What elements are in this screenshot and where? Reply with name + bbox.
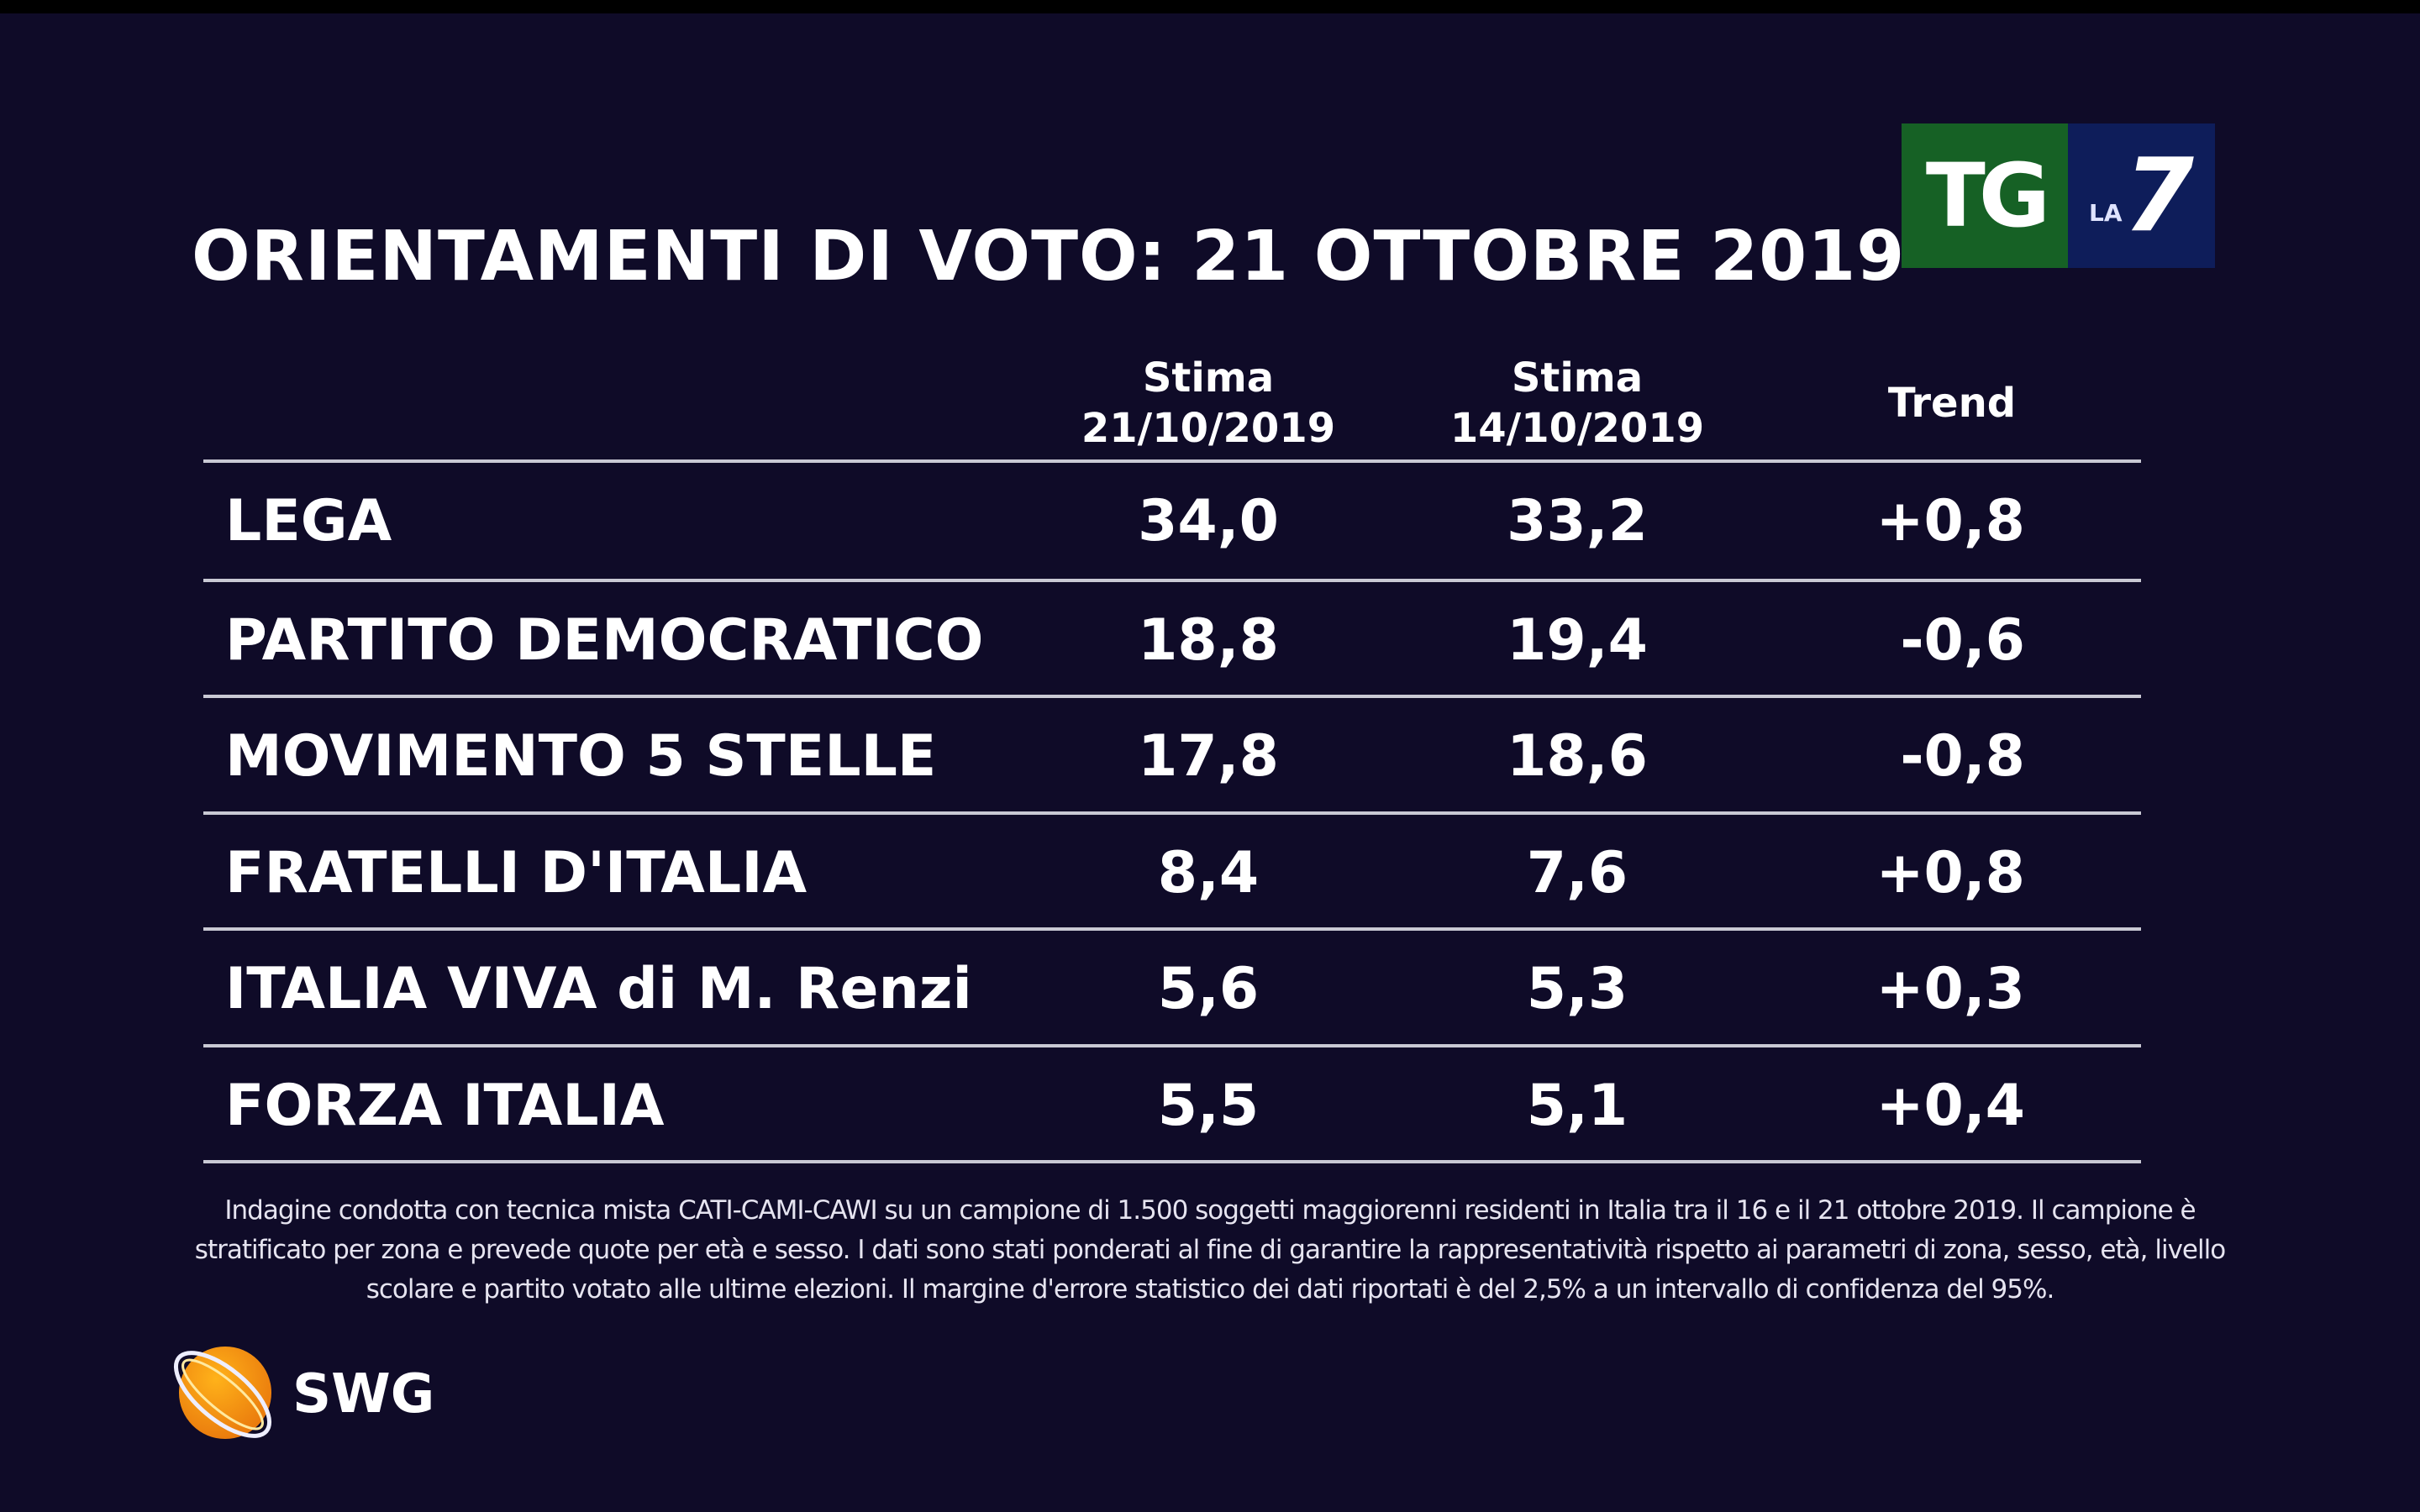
previous-estimate: 5,1	[1526, 1073, 1628, 1139]
methodology-footnote: Indagine condotta con tecnica mista CATI…	[194, 1195, 2226, 1305]
table-row: ITALIA VIVA di M. Renzi 5,6 5,3 +0,3	[0, 931, 2420, 1047]
column-header-label: Stima	[1511, 354, 1644, 402]
logo-tg: TG	[1902, 123, 2068, 268]
previous-estimate: 5,3	[1526, 956, 1628, 1022]
previous-estimate: 19,4	[1507, 607, 1648, 674]
column-header-current: Stima 21/10/2019	[1081, 353, 1335, 454]
top-black-band	[0, 0, 2420, 13]
trend-value: -0,6	[1900, 607, 2025, 674]
current-estimate: 5,6	[1157, 956, 1260, 1022]
trend-value: +0,3	[1876, 956, 2025, 1022]
current-estimate: 17,8	[1138, 723, 1279, 790]
row-divider	[203, 811, 2141, 815]
row-divider	[203, 1160, 2141, 1163]
previous-estimate: 33,2	[1507, 488, 1648, 554]
logo-la: LA	[2088, 198, 2123, 227]
row-divider	[203, 1044, 2141, 1047]
logo-seven: 7	[2123, 137, 2195, 255]
table-row: FRATELLI D'ITALIA 8,4 7,6 +0,8	[0, 815, 2420, 932]
row-divider	[203, 579, 2141, 582]
trend-value: +0,4	[1876, 1073, 2025, 1139]
column-header-trend: Trend	[1887, 380, 2017, 427]
party-name: PARTITO DEMOCRATICO	[225, 607, 984, 674]
tg-la7-logo: TG LA 7	[1902, 123, 2215, 268]
previous-estimate: 18,6	[1507, 723, 1648, 790]
trend-value: -0,8	[1900, 723, 2025, 790]
table-row: FORZA ITALIA 5,5 5,1 +0,4	[0, 1047, 2420, 1164]
trend-value: +0,8	[1876, 488, 2025, 554]
party-name: LEGA	[225, 488, 392, 554]
current-estimate: 34,0	[1138, 488, 1279, 554]
column-header-previous: Stima 14/10/2019	[1450, 353, 1704, 454]
row-divider	[203, 459, 2141, 463]
table-row: PARTITO DEMOCRATICO 18,8 19,4 -0,6	[0, 582, 2420, 699]
party-name: FORZA ITALIA	[225, 1073, 665, 1139]
swg-name: SWG	[292, 1363, 435, 1425]
current-estimate: 8,4	[1157, 840, 1260, 906]
swg-globe-icon	[173, 1347, 272, 1439]
current-estimate: 5,5	[1157, 1073, 1260, 1139]
party-name: ITALIA VIVA di M. Renzi	[225, 956, 972, 1022]
page-title: ORIENTAMENTI DI VOTO: 21 OTTOBRE 2019	[192, 217, 1906, 297]
trend-value: +0,8	[1876, 840, 2025, 906]
column-header-label: Stima	[1142, 354, 1275, 402]
party-name: MOVIMENTO 5 STELLE	[225, 723, 937, 790]
current-estimate: 18,8	[1138, 607, 1279, 674]
logo-la7: LA 7	[2068, 123, 2215, 268]
column-header-date: 14/10/2019	[1449, 405, 1705, 452]
party-name: FRATELLI D'ITALIA	[225, 840, 808, 906]
column-header-date: 21/10/2019	[1081, 405, 1336, 452]
swg-logo: SWG	[160, 1336, 434, 1453]
table-row: MOVIMENTO 5 STELLE 17,8 18,6 -0,8	[0, 698, 2420, 815]
previous-estimate: 7,6	[1526, 840, 1628, 906]
row-divider	[203, 927, 2141, 931]
row-divider	[203, 695, 2141, 698]
table-row: LEGA 34,0 33,2 +0,8	[0, 463, 2420, 580]
